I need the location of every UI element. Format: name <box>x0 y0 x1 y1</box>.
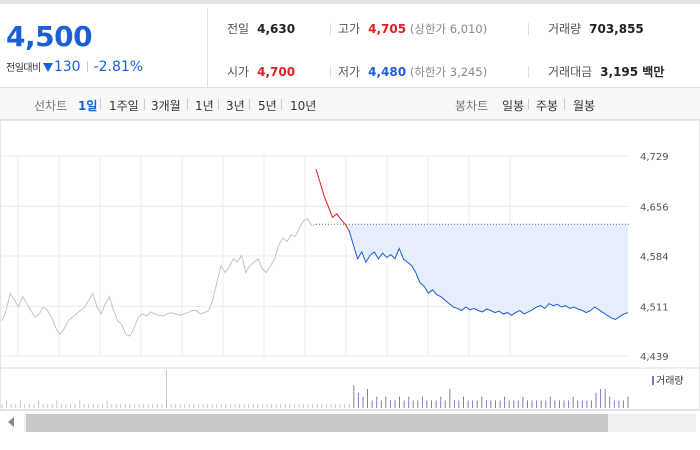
tab-daily[interactable]: 일봉 <box>502 99 525 113</box>
y-tick-label: 4,511 <box>640 302 669 313</box>
divider <box>528 23 529 35</box>
down-triangle-icon <box>42 63 53 72</box>
chart-period-tabs: 선차트 1일 1주일 3개월 1년 3년 5년 10년 봉차트 일봉 주봉 월봉 <box>0 88 700 120</box>
volume-stat: 거래량 703,855 <box>548 20 644 37</box>
divider <box>528 99 529 110</box>
divider <box>564 99 565 110</box>
tab-1y[interactable]: 1년 <box>195 99 214 113</box>
divider <box>528 66 529 78</box>
volume-value: 703,855 <box>589 22 644 36</box>
divider <box>330 23 331 35</box>
series-today-below-prev-close <box>348 231 629 320</box>
divider <box>281 99 282 110</box>
trade-value-stat: 거래대금 3,195 백만 <box>548 63 664 80</box>
open-value: 4,700 <box>257 65 296 79</box>
open-stat: 시가 4,700 <box>227 63 295 80</box>
divider <box>187 99 188 110</box>
divider <box>144 99 145 110</box>
lower-limit: (하한가 3,245) <box>409 65 488 79</box>
volume-label: 거래량 <box>548 22 582 36</box>
current-price: 4,500 <box>6 20 93 53</box>
divider <box>218 99 219 110</box>
price-chart-svg: 4,729 4,656 4,584 4,511 4,439 <box>0 120 700 410</box>
trade-value-value: 3,195 백만 <box>600 65 665 79</box>
volume-legend: 거래량 <box>652 372 684 387</box>
open-label: 시가 <box>227 65 250 79</box>
tab-weekly[interactable]: 주봉 <box>536 99 559 113</box>
low-value: 4,480 <box>368 65 407 79</box>
tab-3m[interactable]: 3개월 <box>151 99 181 113</box>
upper-limit: (상한가 6,010) <box>409 22 488 36</box>
quote-summary: 4,500 전일대비 130 -2.81% 전일 4,630 고가 4,705 (상한가… <box>0 0 700 92</box>
y-tick-label: 4,729 <box>640 152 669 163</box>
divider <box>249 99 250 110</box>
chart-scrollbar[interactable] <box>0 410 700 434</box>
price-block: 4,500 전일대비 130 -2.81% <box>0 8 208 92</box>
tab-3y[interactable]: 3년 <box>226 99 245 113</box>
volume-swatch <box>652 376 654 385</box>
trade-value-label: 거래대금 <box>548 65 593 79</box>
scroll-left-arrow-icon[interactable] <box>8 417 14 427</box>
volume-legend-label: 거래량 <box>656 376 684 387</box>
below-prev-close-fill <box>316 224 628 320</box>
high-stat: 고가 4,705 (상한가 6,010) <box>338 20 487 37</box>
tab-1d[interactable]: 1일 <box>78 99 98 113</box>
prev-close-label: 전일 <box>227 22 250 36</box>
divider <box>330 66 331 78</box>
series-previous-session <box>1 218 317 337</box>
intraday-chart[interactable]: 4,729 4,656 4,584 4,511 4,439 거래량 <box>0 120 700 410</box>
prev-close-value: 4,630 <box>257 22 296 36</box>
candle-chart-header: 봉차트 <box>455 99 489 113</box>
change-label: 전일대비 <box>6 63 41 74</box>
divider <box>100 99 101 110</box>
y-tick-label: 4,656 <box>640 202 669 213</box>
line-chart-header: 선차트 <box>34 99 68 113</box>
y-tick-label: 4,439 <box>640 352 669 363</box>
change-percent: -2.81% <box>93 59 144 75</box>
change-row: 전일대비 130 -2.81% <box>6 59 143 75</box>
high-value: 4,705 <box>368 22 407 36</box>
change-amount: 130 <box>53 59 81 75</box>
series-today-above-prev-close <box>315 168 350 232</box>
tab-1w[interactable]: 1주일 <box>109 99 139 113</box>
tab-5y[interactable]: 5년 <box>258 99 277 113</box>
low-stat: 저가 4,480 (하한가 3,245) <box>338 63 487 80</box>
tab-10y[interactable]: 10년 <box>290 99 317 113</box>
scroll-thumb[interactable] <box>26 414 608 432</box>
y-tick-label: 4,584 <box>640 252 669 263</box>
prev-close-stat: 전일 4,630 <box>227 20 295 37</box>
divider <box>86 61 88 72</box>
high-label: 고가 <box>338 22 361 36</box>
tab-monthly[interactable]: 월봉 <box>573 99 596 113</box>
low-label: 저가 <box>338 65 361 79</box>
